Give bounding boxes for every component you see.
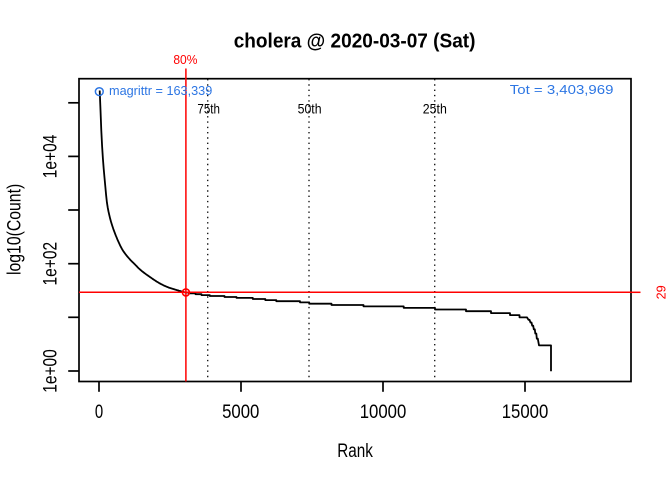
svg-text:1e+04: 1e+04 (39, 134, 61, 178)
svg-text:80%: 80% (173, 53, 197, 67)
svg-text:15000: 15000 (502, 401, 549, 423)
svg-text:1e+02: 1e+02 (39, 242, 61, 286)
svg-text:1e+00: 1e+00 (39, 349, 61, 393)
svg-text:25th: 25th (423, 101, 447, 117)
svg-text:10000: 10000 (360, 401, 407, 423)
svg-text:0: 0 (95, 401, 103, 423)
svg-text:50th: 50th (298, 101, 322, 117)
svg-text:log10(Count): log10(Count) (4, 184, 26, 275)
svg-text:cholera @ 2020-03-07 (Sat): cholera @ 2020-03-07 (Sat) (234, 30, 476, 52)
svg-text:75th: 75th (197, 100, 220, 116)
svg-text:Rank: Rank (337, 441, 373, 462)
svg-text:29: 29 (655, 285, 669, 299)
svg-text:magrittr = 163,339: magrittr = 163,339 (109, 83, 212, 98)
svg-text:5000: 5000 (222, 401, 259, 423)
svg-text:Tot = 3,403,969: Tot = 3,403,969 (510, 82, 614, 97)
